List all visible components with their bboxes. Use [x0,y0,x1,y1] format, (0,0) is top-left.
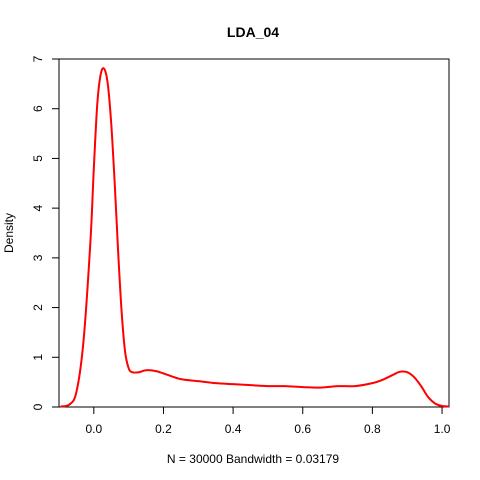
x-tick-label: 1.0 [434,422,451,436]
x-tick-label: 0.0 [85,422,102,436]
y-tick-label: 5 [31,155,45,162]
y-tick-label: 6 [31,105,45,112]
density-curve [60,67,450,408]
y-tick-label: 1 [31,354,45,361]
x-tick-label: 0.2 [155,422,172,436]
y-tick-label: 3 [31,254,45,261]
y-tick-label: 2 [31,304,45,311]
y-axis-label: Density [2,213,16,253]
y-axis: 0 1 2 3 4 5 6 7 [31,55,60,410]
y-tick-label: 0 [31,403,45,410]
x-tick-label: 0.6 [294,422,311,436]
x-axis-label: N = 30000 Bandwidth = 0.03179 [167,452,339,466]
chart-title: LDA_04 [227,24,279,40]
x-axis: 0.0 0.2 0.4 0.6 0.8 1.0 [85,406,451,436]
y-tick-label: 7 [31,55,45,62]
x-tick-label: 0.8 [364,422,381,436]
y-tick-label: 4 [31,204,45,211]
x-tick-label: 0.4 [225,422,242,436]
